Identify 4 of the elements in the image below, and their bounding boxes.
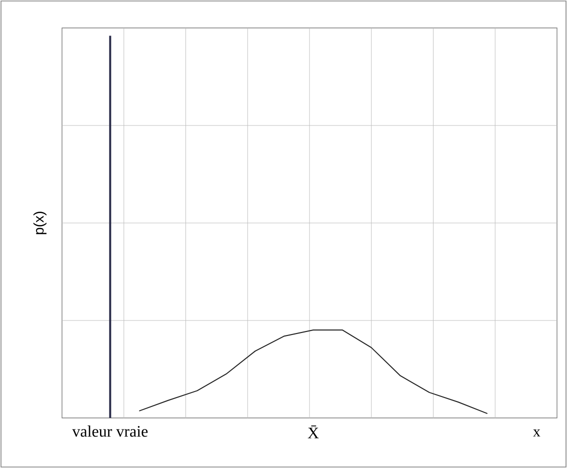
text: p(x) [33, 212, 46, 234]
x-axis-title: x [533, 430, 540, 436]
x-tick-label: valeur vraie [72, 426, 148, 437]
x-tick-label: X̄ [308, 426, 319, 438]
